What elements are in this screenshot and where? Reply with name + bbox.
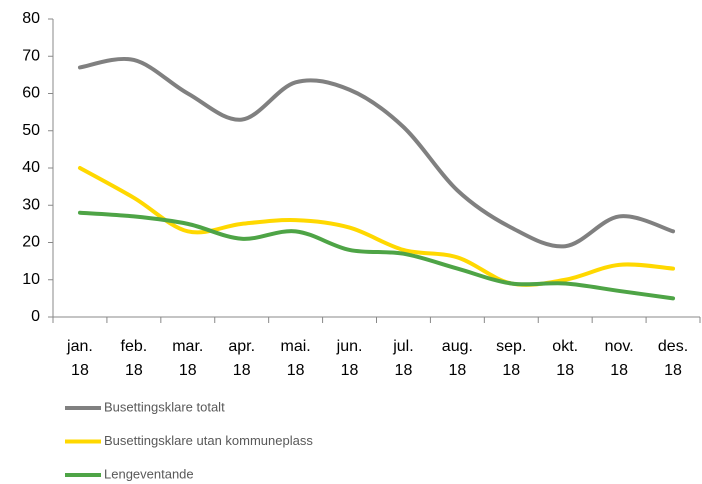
x-tick-label: aug. 18 [442, 338, 473, 379]
x-tick-label: jul. 18 [392, 338, 413, 379]
x-tick-label: sep. 18 [496, 338, 526, 379]
legend-label: Busettingsklare utan kommuneplass [104, 433, 313, 448]
y-tick-label: 60 [22, 85, 40, 102]
x-tick-label: nov. 18 [605, 338, 634, 379]
x-tick-label: mar. 18 [172, 338, 203, 379]
legend-label: Busettingsklare totalt [104, 399, 225, 414]
y-tick-label: 70 [22, 47, 40, 64]
line-series [77, 210, 676, 301]
line-series [77, 166, 676, 287]
x-tick-label: jan. 18 [66, 338, 93, 379]
y-tick-label: 50 [22, 122, 40, 139]
x-tick-label: mai. 18 [281, 338, 311, 379]
y-tick-label: 30 [22, 196, 40, 213]
line-series [77, 56, 676, 249]
x-tick-label: feb. 18 [121, 338, 148, 379]
y-tick-label: 80 [22, 10, 40, 27]
y-tick-label: 0 [31, 308, 40, 325]
x-tick-label: jun. 18 [336, 338, 363, 379]
y-tick-label: 10 [22, 271, 40, 288]
x-tick-label: des. 18 [658, 338, 688, 379]
y-tick-label: 20 [22, 234, 40, 251]
x-tick-label: apr. 18 [228, 338, 255, 379]
legend-label: Lengeventande [104, 466, 194, 481]
x-tick-label: okt. 18 [552, 338, 578, 379]
y-tick-label: 40 [22, 159, 40, 176]
